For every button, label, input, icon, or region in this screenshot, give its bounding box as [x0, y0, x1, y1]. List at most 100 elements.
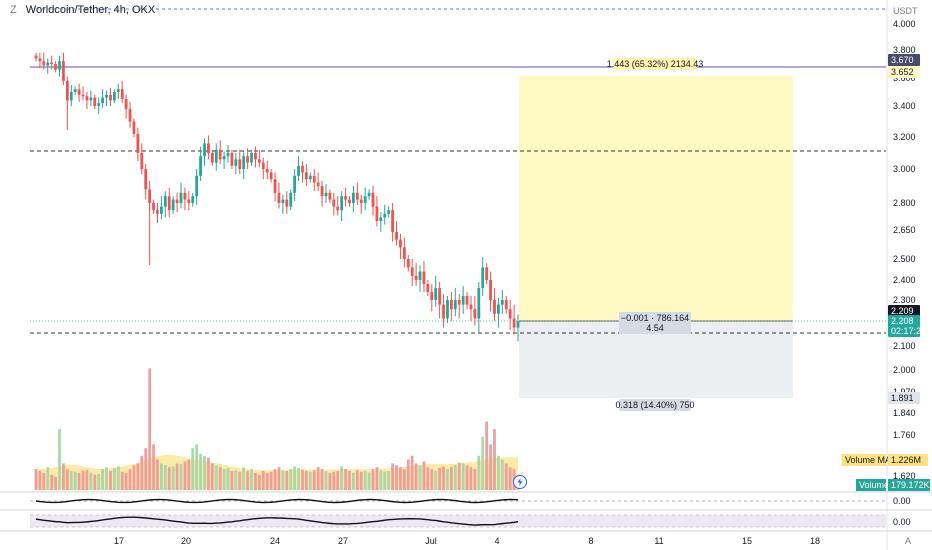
volume-bar: [73, 471, 77, 490]
volume-bar: [175, 463, 179, 490]
candle-body: [281, 199, 285, 203]
candle-body: [434, 288, 438, 300]
candle-body: [500, 300, 504, 305]
volume-bar: [489, 444, 492, 490]
candle-body: [42, 61, 46, 66]
candle-body: [46, 62, 50, 66]
candle-body: [257, 159, 261, 163]
x-tick-label: 8: [588, 536, 593, 546]
auto-scale-button[interactable]: A: [905, 536, 912, 546]
purple-line-tag: 3.670: [891, 55, 914, 65]
volume-ma-label-bg: [842, 454, 886, 466]
volume-bar: [124, 472, 128, 490]
y-tick-label: 1.620: [893, 471, 916, 481]
candle-body: [69, 92, 73, 101]
volume-bar: [148, 368, 152, 490]
candle-body: [128, 109, 132, 122]
candle-body: [65, 80, 69, 101]
entry-tag: 2.209: [891, 306, 914, 316]
candle-body: [477, 288, 481, 319]
volume-bar: [277, 467, 281, 490]
last-price-tag: 2.208: [891, 316, 914, 326]
volume-bar: [38, 471, 42, 490]
volume-bars: [34, 368, 520, 490]
volume-bar: [453, 464, 457, 490]
volume-bar: [246, 471, 250, 490]
candle-body: [332, 199, 336, 207]
volume-bar: [234, 470, 238, 490]
candle-body: [410, 267, 414, 276]
volume-bar: [457, 462, 461, 490]
volume-bar: [446, 469, 449, 490]
candle-body: [191, 196, 195, 203]
y-tick-label: 2.000: [893, 365, 916, 375]
candle-body: [465, 296, 469, 305]
y-tick-label: 1.840: [893, 408, 916, 418]
volume-bar: [461, 463, 465, 490]
volume-bar: [477, 455, 481, 490]
y-tick-label: 2.300: [893, 295, 916, 305]
entry-label-bg: [619, 312, 691, 334]
currency-label[interactable]: USDT: [893, 6, 918, 16]
candle-body: [391, 210, 395, 232]
volume-bar: [144, 448, 148, 490]
volume-bar: [406, 459, 410, 490]
candle-body: [473, 309, 477, 319]
candle-body: [269, 172, 273, 180]
candle-body: [301, 165, 304, 173]
target-zone: [519, 75, 793, 321]
volume-bar: [473, 469, 477, 490]
volume-bar: [159, 463, 163, 490]
volume-bar: [120, 471, 124, 490]
volume-ma-value-bg: [888, 454, 928, 466]
candle-body: [163, 196, 167, 207]
volume-bar: [199, 453, 202, 490]
candle-body: [442, 304, 445, 319]
volume-bar: [348, 471, 351, 490]
volume-bar: [101, 469, 105, 490]
candle-body: [438, 288, 442, 305]
horizontal-lines: [30, 66, 886, 334]
candle-body: [418, 271, 422, 280]
y-tick-label: 3.800: [893, 45, 916, 55]
entry-tag-bg: [888, 305, 920, 317]
volume-bar: [46, 467, 50, 490]
volume-bar: [183, 461, 187, 490]
lightning-icon[interactable]: [513, 475, 527, 489]
candle-body: [254, 153, 257, 160]
candle-body: [340, 196, 344, 211]
volume-bar: [375, 467, 379, 490]
countdown-tag: 02:17:29: [891, 326, 926, 336]
symbol-title[interactable]: Worldcoin/Tether, 4h, OKX: [25, 4, 156, 16]
candle-body: [81, 94, 85, 97]
candle-body: [363, 196, 367, 203]
volume-bar: [238, 471, 242, 490]
y-tick-label: 4.000: [893, 19, 916, 29]
volume-ma-area: [36, 455, 518, 490]
volume-bar: [344, 469, 347, 490]
volume-bar: [207, 457, 210, 490]
volume-bar: [171, 466, 175, 490]
volume-bar: [210, 463, 214, 490]
candle-body: [85, 96, 89, 101]
osc-tick-label: 0.00: [893, 517, 911, 527]
candle-body: [516, 321, 520, 328]
volume-bar: [281, 470, 285, 490]
candle-body: [167, 196, 171, 211]
position-tool[interactable]: [519, 75, 793, 398]
osc2-line: [35, 516, 519, 526]
volume-bar: [81, 471, 85, 490]
candle-body: [97, 103, 101, 106]
y-tick-label: 2.650: [893, 225, 916, 235]
y-tick-label: 2.400: [893, 275, 916, 285]
volume-bar: [430, 469, 434, 490]
candle-body: [179, 192, 183, 203]
volume-bar: [301, 469, 304, 490]
price-axis: 4.0003.8003.6003.4003.2003.0002.8002.650…: [893, 19, 916, 527]
volume-bar: [97, 474, 101, 490]
x-tick-label: 27: [338, 536, 348, 546]
candle-body: [222, 156, 226, 160]
candle-body: [453, 300, 457, 310]
candle-body: [230, 153, 234, 166]
